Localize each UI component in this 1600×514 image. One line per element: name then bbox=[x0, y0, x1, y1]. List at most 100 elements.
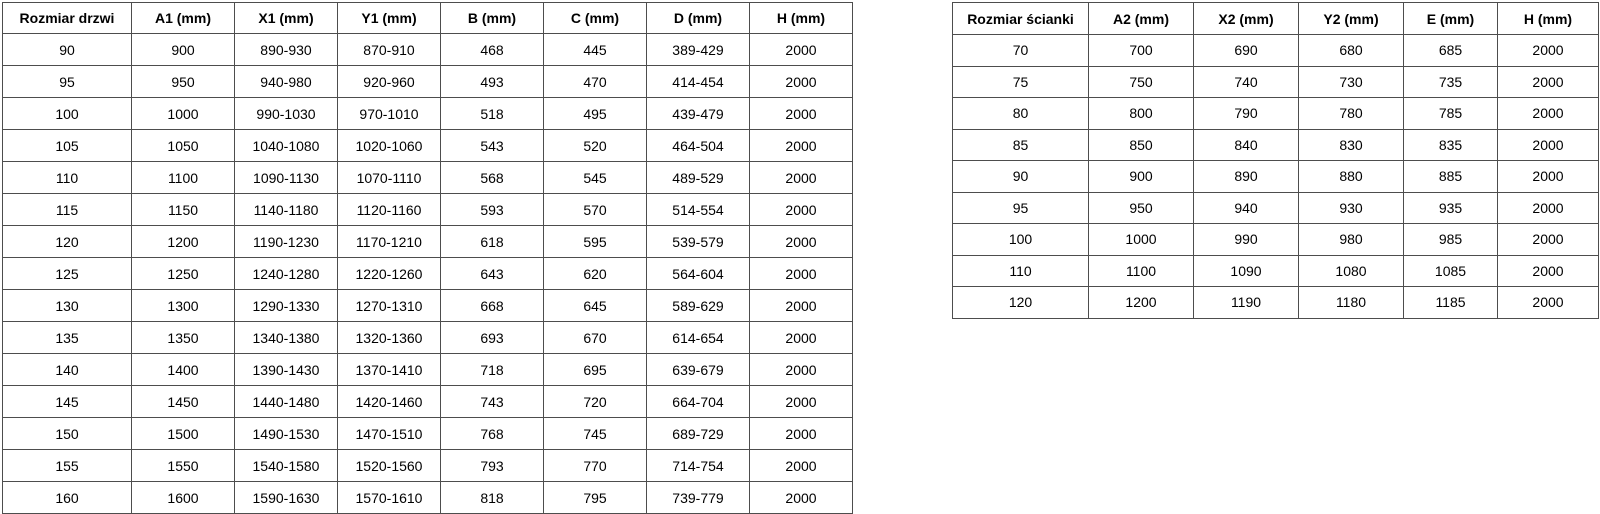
table-cell: 90 bbox=[2, 33, 132, 66]
table-cell: 1200 bbox=[131, 225, 235, 258]
table-cell: 1050 bbox=[131, 129, 235, 162]
table-cell: 795 bbox=[543, 481, 647, 514]
table-cell: 718 bbox=[440, 353, 544, 386]
table-cell: 115 bbox=[2, 193, 132, 226]
column-header: B (mm) bbox=[440, 2, 544, 34]
table-row: 110 1100 1090 1080 1085 2000 bbox=[952, 254, 1599, 287]
table-cell: 2000 bbox=[1497, 160, 1599, 193]
table-cell: 2000 bbox=[749, 449, 853, 482]
table-cell: 110 bbox=[2, 161, 132, 194]
table-cell: 2000 bbox=[749, 225, 853, 258]
table-cell: 1400 bbox=[131, 353, 235, 386]
table-row: 125 1250 1240-1280 1220-1260 643 620 564-604 20… bbox=[2, 257, 853, 290]
table-cell: 1350 bbox=[131, 321, 235, 354]
table-row: 120 1200 1190 1180 1185 2000 bbox=[952, 286, 1599, 319]
table-cell: 2000 bbox=[1497, 191, 1599, 224]
table-row: 95 950 940 930 935 2000 bbox=[952, 191, 1599, 224]
table-cell: 735 bbox=[1403, 65, 1498, 98]
table-cell: 1270-1310 bbox=[337, 289, 441, 322]
table-row: 140 1400 1390-1430 1370-1410 718 695 639-679 20… bbox=[2, 353, 853, 386]
table-cell: 155 bbox=[2, 449, 132, 482]
table-row: 75 750 740 730 735 2000 bbox=[952, 65, 1599, 98]
table-row: 95 950 940-980 920-960 493 470 414-454 2000 bbox=[2, 65, 853, 98]
table-row: 105 1050 1040-1080 1020-1060 543 520 464-504 20… bbox=[2, 129, 853, 162]
table-cell: 930 bbox=[1298, 191, 1404, 224]
column-header: X2 (mm) bbox=[1193, 2, 1299, 35]
table-cell: 1100 bbox=[1088, 254, 1194, 287]
table-cell: 1340-1380 bbox=[234, 321, 338, 354]
table-cell: 95 bbox=[952, 191, 1089, 224]
table-cell: 2000 bbox=[749, 129, 853, 162]
table-cell: 589-629 bbox=[646, 289, 750, 322]
table-cell: 495 bbox=[543, 97, 647, 130]
table-cell: 1570-1610 bbox=[337, 481, 441, 514]
table-cell: 518 bbox=[440, 97, 544, 130]
table-cell: 1590-1630 bbox=[234, 481, 338, 514]
table-cell: 2000 bbox=[1497, 286, 1599, 319]
table-cell: 940 bbox=[1193, 191, 1299, 224]
column-header: C (mm) bbox=[543, 2, 647, 34]
table-cell: 1540-1580 bbox=[234, 449, 338, 482]
table-cell: 1490-1530 bbox=[234, 417, 338, 450]
table-cell: 614-654 bbox=[646, 321, 750, 354]
table-cell: 1150 bbox=[131, 193, 235, 226]
table-cell: 1080 bbox=[1298, 254, 1404, 287]
table-cell: 389-429 bbox=[646, 33, 750, 66]
table-cell: 130 bbox=[2, 289, 132, 322]
table-cell: 2000 bbox=[1497, 128, 1599, 161]
table-cell: 2000 bbox=[749, 65, 853, 98]
table-cell: 830 bbox=[1298, 128, 1404, 161]
table-cell: 70 bbox=[952, 34, 1089, 67]
column-header: D (mm) bbox=[646, 2, 750, 34]
table-cell: 570 bbox=[543, 193, 647, 226]
table-cell: 940-980 bbox=[234, 65, 338, 98]
table-cell: 464-504 bbox=[646, 129, 750, 162]
door-table-body: 90 900 890-930 870-910 468 445 389-429 2000 95 95… bbox=[2, 33, 853, 514]
table-cell: 2000 bbox=[749, 33, 853, 66]
table-row: 90 900 890 880 885 2000 bbox=[952, 160, 1599, 193]
column-header: Y2 (mm) bbox=[1298, 2, 1404, 35]
table-cell: 1085 bbox=[1403, 254, 1498, 287]
table-cell: 840 bbox=[1193, 128, 1299, 161]
table-cell: 160 bbox=[2, 481, 132, 514]
table-cell: 150 bbox=[2, 417, 132, 450]
table-cell: 980 bbox=[1298, 223, 1404, 256]
table-cell: 2000 bbox=[1497, 34, 1599, 67]
table-cell: 75 bbox=[952, 65, 1089, 98]
table-cell: 743 bbox=[440, 385, 544, 418]
table-cell: 1090-1130 bbox=[234, 161, 338, 194]
wall-size-table: Rozmiar ścianki A2 (mm) X2 (mm) Y2 (mm) E (m… bbox=[952, 2, 1599, 319]
column-header: Rozmiar drzwi bbox=[2, 2, 132, 34]
table-cell: 1040-1080 bbox=[234, 129, 338, 162]
table-cell: 950 bbox=[1088, 191, 1194, 224]
table-row: 100 1000 990-1030 970-1010 518 495 439-479 2000 bbox=[2, 97, 853, 130]
column-header: X1 (mm) bbox=[234, 2, 338, 34]
table-cell: 1420-1460 bbox=[337, 385, 441, 418]
table-cell: 1320-1360 bbox=[337, 321, 441, 354]
table-cell: 1600 bbox=[131, 481, 235, 514]
table-cell: 1470-1510 bbox=[337, 417, 441, 450]
table-cell: 668 bbox=[440, 289, 544, 322]
table-cell: 489-529 bbox=[646, 161, 750, 194]
table-cell: 95 bbox=[2, 65, 132, 98]
table-cell: 105 bbox=[2, 129, 132, 162]
table-cell: 890-930 bbox=[234, 33, 338, 66]
table-cell: 468 bbox=[440, 33, 544, 66]
table-cell: 685 bbox=[1403, 34, 1498, 67]
table-cell: 693 bbox=[440, 321, 544, 354]
table-cell: 110 bbox=[952, 254, 1089, 287]
table-cell: 950 bbox=[131, 65, 235, 98]
column-header: E (mm) bbox=[1403, 2, 1498, 35]
table-cell: 793 bbox=[440, 449, 544, 482]
table-cell: 1000 bbox=[1088, 223, 1194, 256]
table-cell: 120 bbox=[2, 225, 132, 258]
table-cell: 645 bbox=[543, 289, 647, 322]
table-cell: 990 bbox=[1193, 223, 1299, 256]
table-row: 130 1300 1290-1330 1270-1310 668 645 589-629 20… bbox=[2, 289, 853, 322]
table-cell: 1370-1410 bbox=[337, 353, 441, 386]
table-cell: 818 bbox=[440, 481, 544, 514]
table-cell: 835 bbox=[1403, 128, 1498, 161]
table-cell: 1440-1480 bbox=[234, 385, 338, 418]
table-row: 135 1350 1340-1380 1320-1360 693 670 614-654 20… bbox=[2, 321, 853, 354]
